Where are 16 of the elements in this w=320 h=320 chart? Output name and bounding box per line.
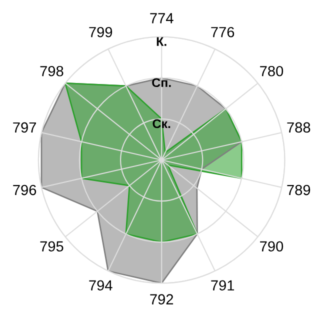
spoke-label: 798: [40, 66, 64, 76]
spoke-label: 789: [287, 184, 310, 196]
y-tick-label: Сп.: [152, 78, 171, 88]
spoke-label: 774: [150, 13, 174, 24]
spoke-label: 792: [150, 294, 174, 304]
spoke-label: 799: [89, 26, 112, 38]
spoke-label: 788: [287, 122, 310, 133]
spoke-label: 791: [211, 280, 234, 291]
spoke-label: 797: [13, 122, 36, 133]
y-tick-label: К.: [156, 37, 166, 46]
spoke-label: 796: [13, 184, 36, 196]
spoke-label: 780: [260, 66, 284, 76]
spoke-label: 794: [89, 280, 112, 291]
spoke-label: 790: [260, 241, 284, 252]
spoke-label: 776: [211, 26, 234, 38]
spoke-label: 795: [40, 241, 64, 252]
